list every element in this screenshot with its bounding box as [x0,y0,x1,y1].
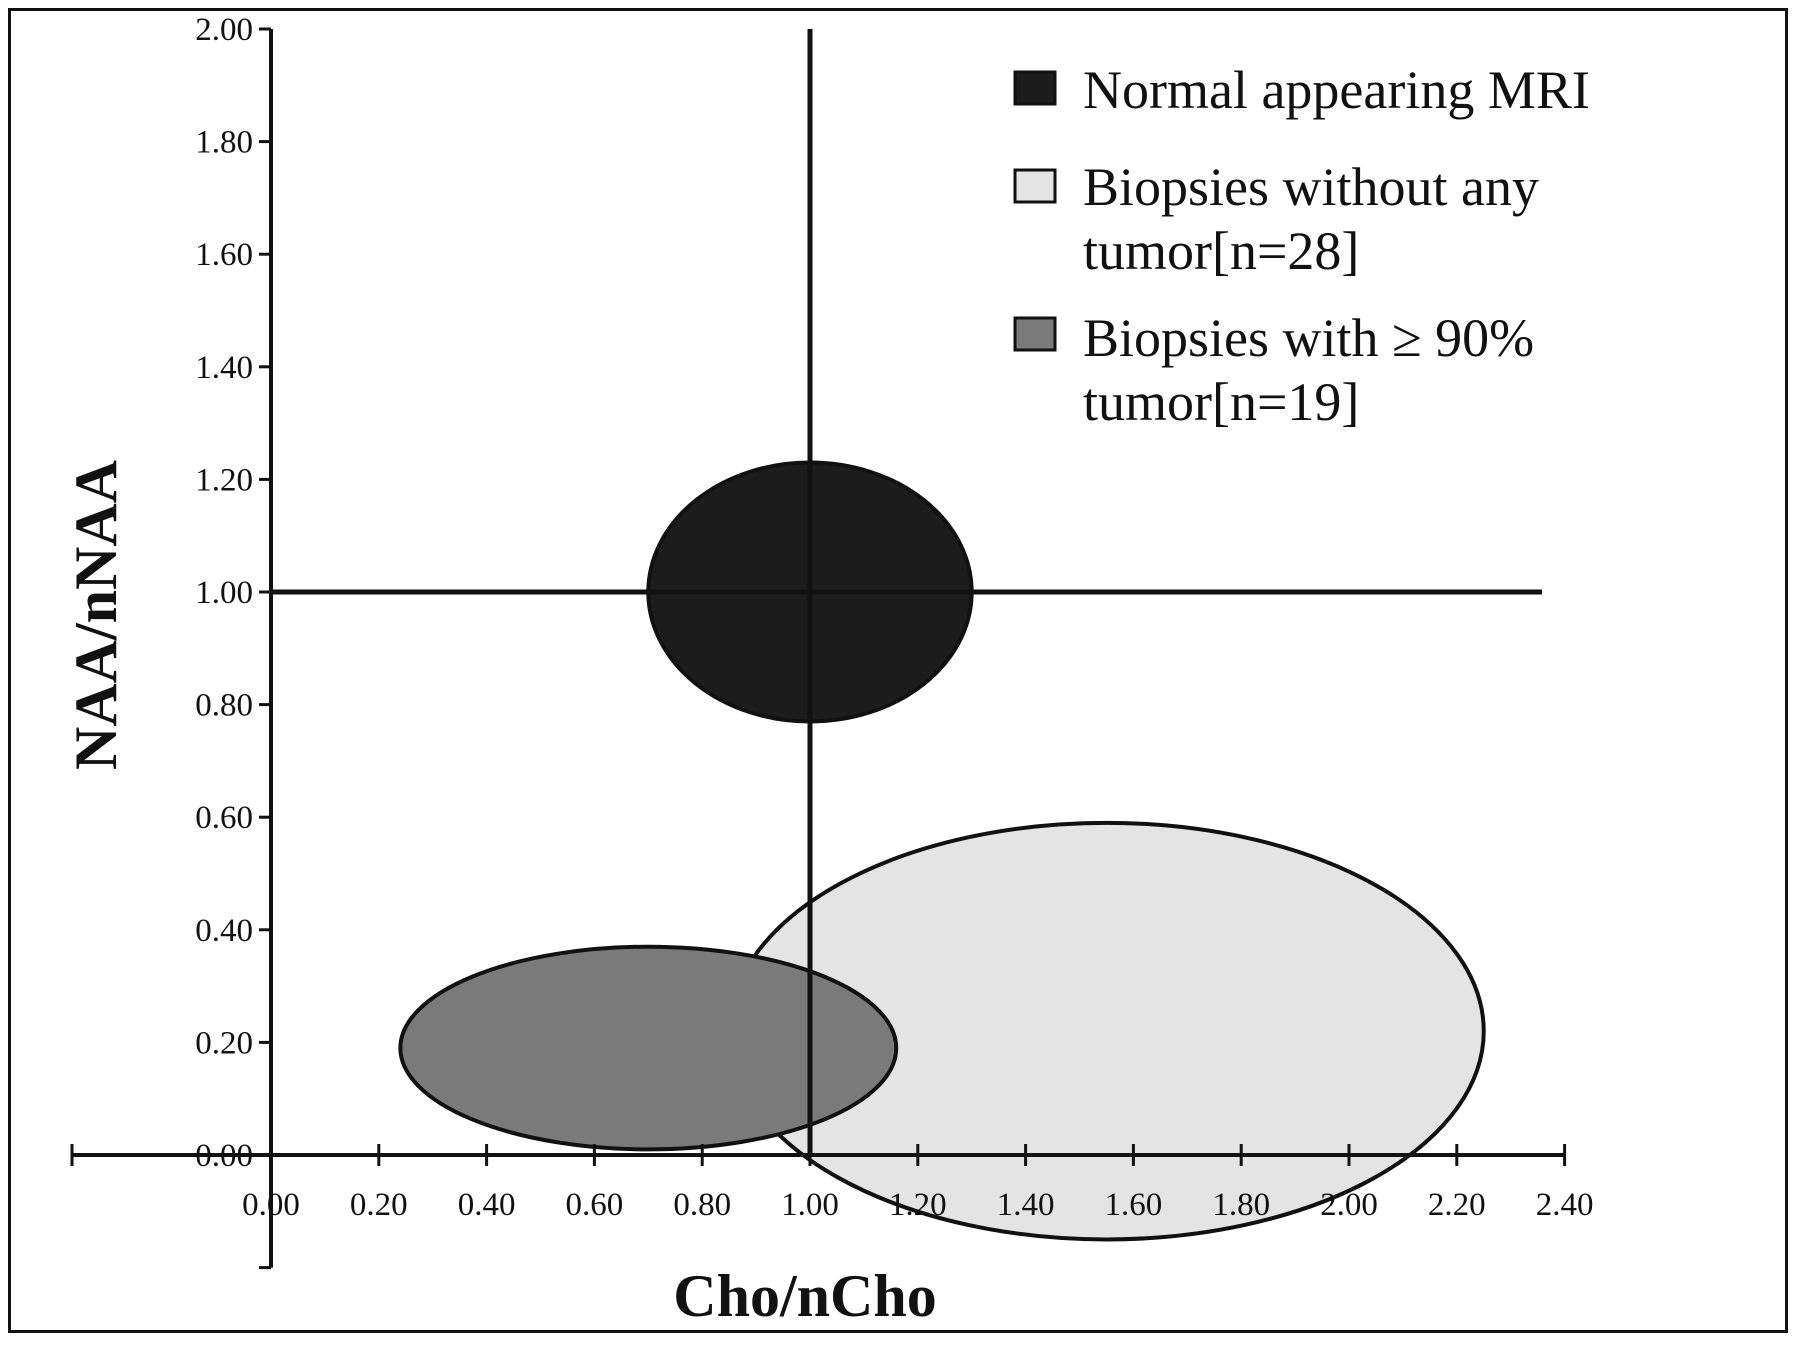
x-tick-label: 2.20 [1428,1187,1486,1223]
x-tick-label: 0.60 [566,1187,624,1223]
y-tick-label: 0.20 [195,1025,253,1061]
x-tick-label: 0.40 [458,1187,516,1223]
legend-label-normal-mri: Normal appearing MRI [1083,60,1590,120]
x-tick-label: 1.60 [1105,1187,1163,1223]
legend-label-no-tumor-line-2: tumor[n=28] [1083,221,1359,281]
y-tick-label: 1.80 [195,125,253,161]
ellipse-biopsies-with-90-tumor-n-19 [398,944,899,1152]
y-tick-label: 0.40 [195,913,253,949]
x-tick-label: 2.40 [1536,1187,1594,1223]
x-tick-label: 0.80 [673,1187,731,1223]
x-axis-title: Cho/nCho [673,1263,936,1329]
y-axis-title: NAA/nNAA [63,460,129,770]
ellipses-layer [398,460,1486,1242]
ticks-layer: 0.00 0.20 0.40 0.60 0.80 1.00 1.20 1.40 1.60 1.80… [70,12,1594,1270]
legend: Normal appearing MRI Biopsies without an… [1013,60,1590,432]
y-tick-label: 2.00 [195,12,253,48]
legend-swatch-no-tumor [1013,168,1057,204]
axes-layer [72,29,1565,1268]
y-tick-label: 1.60 [195,237,253,273]
legend-label-tumor: Biopsies with ≥ 90% tumor[n=19] [1083,308,1548,432]
legend-swatch-tumor [1013,316,1057,352]
x-tick-label: 1.80 [1212,1187,1270,1223]
x-tick-label: 1.00 [781,1187,839,1223]
legend-label-no-tumor: Biopsies without any tumor[n=28] [1083,157,1553,281]
x-tick-label: 1.40 [997,1187,1055,1223]
x-tick-label: 0.20 [350,1187,408,1223]
x-tick-label: 2.00 [1320,1187,1378,1223]
legend-label-tumor-line-1: Biopsies with ≥ 90% [1083,308,1534,368]
x-tick-label: 1.20 [889,1187,947,1223]
y-tick-label: 0.00 [195,1138,253,1174]
y-tick-label: 1.20 [195,462,253,498]
x-tick-label: 0.00 [242,1187,300,1223]
y-tick-label: 0.60 [195,800,253,836]
y-tick-label: 1.40 [195,350,253,386]
y-tick-label: 0.80 [195,688,253,724]
legend-label-no-tumor-line-1: Biopsies without any [1083,157,1539,217]
y-tick-label: 1.00 [195,575,253,611]
legend-label-tumor-line-2: tumor[n=19] [1083,372,1359,432]
legend-swatch-normal-mri [1013,70,1057,106]
